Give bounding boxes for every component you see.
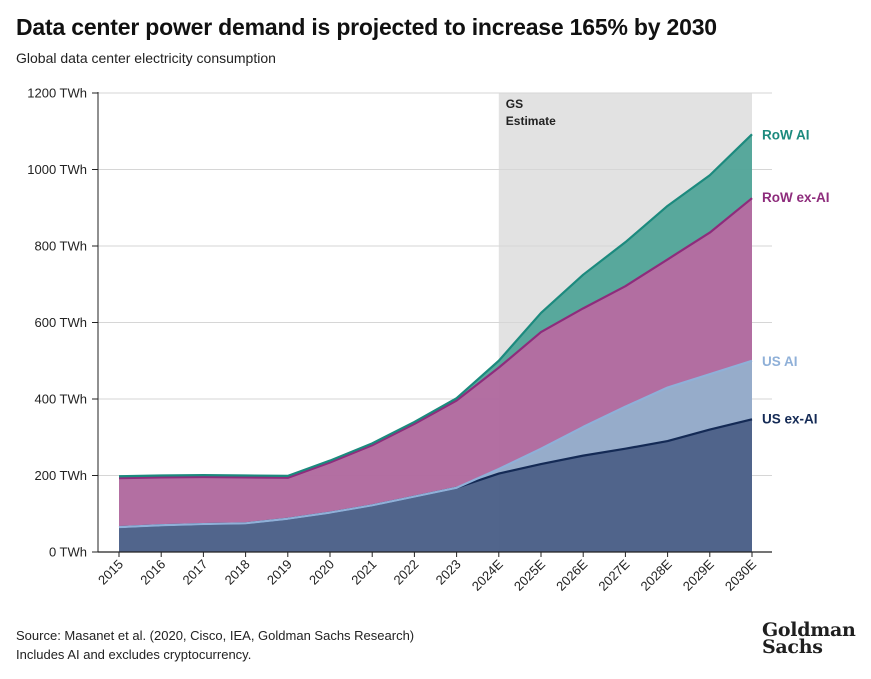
line-us-ai	[118, 359, 753, 529]
estimate-label-line-1: GS	[506, 97, 523, 111]
x-tick-label-2016: 2016	[137, 557, 168, 588]
x-tick-label-2021: 2021	[348, 557, 379, 588]
x-tick-label-2027E: 2027E	[595, 556, 632, 593]
chart-subtitle: Global data center electricity consumpti…	[16, 50, 276, 66]
x-tick-label-2015: 2015	[95, 557, 126, 588]
line-row-ai	[118, 133, 753, 478]
x-tick-label-2018: 2018	[222, 557, 253, 588]
area-us-ai	[119, 360, 752, 528]
y-tick-label-400: 400 TWh	[34, 392, 87, 407]
source-note: Source: Masanet et al. (2020, Cisco, IEA…	[16, 628, 415, 643]
goldman-sachs-logo: Goldman Sachs	[762, 619, 856, 658]
scope-note: Includes AI and excludes cryptocurrency.	[16, 647, 252, 662]
area-us-ex-ai	[119, 419, 752, 552]
x-tick-label-2026E: 2026E	[553, 556, 590, 593]
line-row-ex-ai	[118, 197, 753, 480]
series-label-row-ai: RoW AI	[762, 127, 810, 142]
x-tick-label-2025E: 2025E	[511, 556, 548, 593]
x-tick-label-2029E: 2029E	[680, 556, 717, 593]
y-tick-label-200: 200 TWh	[34, 468, 87, 483]
x-tick-label-2022: 2022	[390, 557, 421, 588]
x-tick-label-2023: 2023	[433, 557, 464, 588]
x-tick-label-2017: 2017	[179, 557, 210, 588]
y-tick-label-1200: 1200 TWh	[27, 86, 87, 101]
series-label-us-ex-ai: US ex-AI	[762, 411, 818, 426]
y-tick-label-1000: 1000 TWh	[27, 162, 87, 177]
x-tick-label-2030E: 2030E	[722, 556, 759, 593]
chart-title: Data center power demand is projected to…	[16, 14, 717, 40]
x-tick-label-2028E: 2028E	[638, 556, 675, 593]
footer: Source: Masanet et al. (2020, Cisco, IEA…	[16, 626, 414, 664]
estimate-label-line-2: Estimate	[506, 114, 556, 128]
logo-line-2: Sachs	[762, 636, 823, 658]
area-row-ex-ai	[119, 198, 752, 528]
x-tick-label-2019: 2019	[264, 557, 295, 588]
series-label-row-ex-ai: RoW ex-AI	[762, 190, 830, 205]
y-tick-label-800: 800 TWh	[34, 239, 87, 254]
series-label-us-ai: US AI	[762, 354, 798, 369]
x-tick-label-2024E: 2024E	[469, 556, 506, 593]
x-tick-label-2020: 2020	[306, 557, 337, 588]
logo-line-1: Goldman	[762, 619, 856, 641]
y-tick-label-600: 600 TWh	[34, 315, 87, 330]
y-tick-label-0: 0 TWh	[49, 545, 87, 560]
